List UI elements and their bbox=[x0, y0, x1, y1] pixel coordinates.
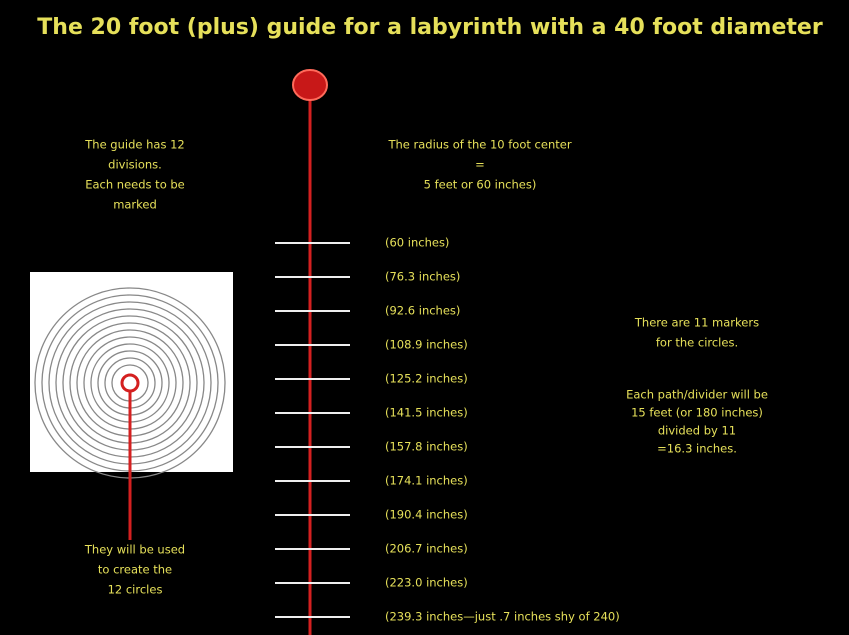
caption-line: 12 circles bbox=[108, 583, 163, 597]
marker-label: (76.3 inches) bbox=[385, 270, 460, 284]
title: The 20 foot (plus) guide for a labyrinth… bbox=[37, 15, 823, 40]
marker-label: (223.0 inches) bbox=[385, 576, 468, 590]
caption-line: = bbox=[475, 158, 485, 172]
caption-line: =16.3 inches. bbox=[657, 442, 737, 456]
caption-line: Each path/divider will be bbox=[626, 388, 768, 402]
marker-label: (108.9 inches) bbox=[385, 338, 468, 352]
caption-line: to create the bbox=[98, 563, 172, 577]
marker-label: (190.4 inches) bbox=[385, 508, 468, 522]
caption-line: divided by 11 bbox=[658, 424, 736, 438]
labyrinth-center bbox=[120, 373, 140, 393]
marker-label: (157.8 inches) bbox=[385, 440, 468, 454]
marker-label: (60 inches) bbox=[385, 236, 449, 250]
caption-line: for the circles. bbox=[656, 336, 738, 350]
center-stake bbox=[292, 69, 328, 101]
caption-line: 5 feet or 60 inches) bbox=[424, 178, 537, 192]
caption-line: The radius of the 10 foot center bbox=[387, 138, 571, 152]
caption-line: There are 11 markers bbox=[634, 316, 759, 330]
caption-line: marked bbox=[113, 198, 157, 212]
caption-line: divisions. bbox=[108, 158, 162, 172]
marker-label: (239.3 inches—just .7 inches shy of 240) bbox=[385, 610, 620, 624]
caption-line: 15 feet (or 180 inches) bbox=[631, 406, 763, 420]
caption-line: The guide has 12 bbox=[84, 138, 184, 152]
marker-label: (125.2 inches) bbox=[385, 372, 468, 386]
caption-line: Each needs to be bbox=[85, 178, 185, 192]
marker-label: (92.6 inches) bbox=[385, 304, 460, 318]
marker-label: (141.5 inches) bbox=[385, 406, 468, 420]
marker-label: (206.7 inches) bbox=[385, 542, 468, 556]
caption-line: They will be used bbox=[84, 543, 185, 557]
marker-label: (174.1 inches) bbox=[385, 474, 468, 488]
